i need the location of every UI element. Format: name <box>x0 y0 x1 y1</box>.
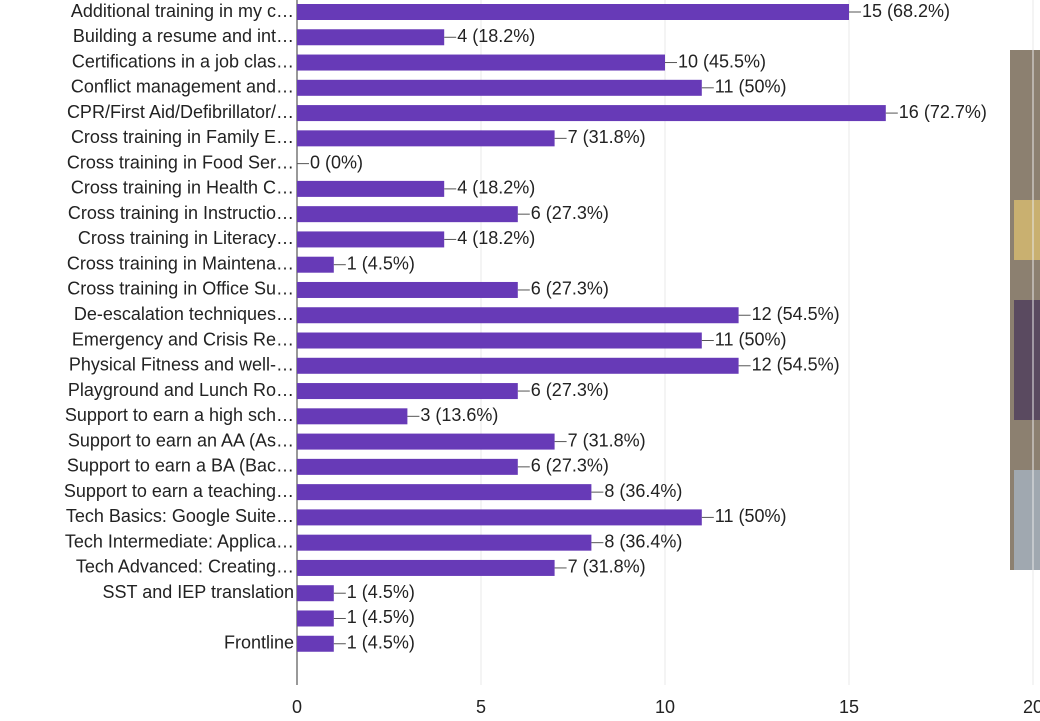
value-label: 16 (72.7%) <box>899 102 987 122</box>
y-tick-label: Additional training in my c… <box>71 1 294 21</box>
bar <box>297 535 591 551</box>
y-tick-label: Playground and Lunch Ro… <box>68 380 294 400</box>
y-tick-label: Support to earn a high sch… <box>65 405 294 425</box>
y-tick-label: CPR/First Aid/Defibrillator/… <box>67 102 294 122</box>
bar <box>297 408 407 424</box>
y-tick-label: Building a resume and int… <box>73 26 294 46</box>
value-label: 1 (4.5%) <box>347 253 415 273</box>
value-label: 8 (36.4%) <box>604 481 682 501</box>
bar <box>297 509 702 525</box>
chart: 0 5 10 15 20 Additional training in my c… 15 (… <box>0 0 1040 721</box>
bar <box>297 130 555 146</box>
bar <box>297 29 444 45</box>
y-tick-label: Cross training in Instructio… <box>68 203 294 223</box>
value-label: 6 (27.3%) <box>531 279 609 299</box>
y-tick-label: Cross training in Family E… <box>71 127 294 147</box>
value-label: 15 (68.2%) <box>862 1 950 21</box>
y-tick-label: Support to earn a teaching… <box>64 481 294 501</box>
value-label: 12 (54.5%) <box>752 304 840 324</box>
bar <box>297 434 555 450</box>
value-label: 12 (54.5%) <box>752 355 840 375</box>
bar <box>297 4 849 20</box>
y-tick-label: Cross training in Health C… <box>71 178 294 198</box>
y-tick-label: Tech Basics: Google Suite… <box>66 506 294 526</box>
value-label: 4 (18.2%) <box>457 26 535 46</box>
value-label: 6 (27.3%) <box>531 203 609 223</box>
value-label: 7 (31.8%) <box>568 430 646 450</box>
x-tick-label: 20 <box>1023 697 1040 717</box>
x-tick-label: 0 <box>292 697 302 717</box>
bar <box>297 459 518 475</box>
bar <box>297 333 702 349</box>
photo-detail <box>1014 300 1040 420</box>
value-label: 11 (50%) <box>715 77 787 97</box>
value-label: 11 (50%) <box>715 329 787 349</box>
bar <box>297 307 739 323</box>
y-tick-label: SST and IEP translation <box>103 582 294 602</box>
y-tick-label: Frontline <box>224 633 294 653</box>
value-label: 10 (45.5%) <box>678 51 766 71</box>
value-label: 11 (50%) <box>715 506 787 526</box>
y-tick-label: Support to earn an AA (As… <box>68 430 294 450</box>
value-label: 8 (36.4%) <box>604 531 682 551</box>
page: {"chart_data": {"type": "bar", "orientat… <box>0 0 1040 721</box>
bar <box>297 358 739 374</box>
photo-detail <box>1014 200 1040 260</box>
bar <box>297 231 444 247</box>
bar <box>297 636 334 652</box>
value-label: 1 (4.5%) <box>347 582 415 602</box>
value-label: 7 (31.8%) <box>568 557 646 577</box>
y-tick-label: Physical Fitness and well-… <box>69 355 294 375</box>
y-tick-label: Cross training in Maintena… <box>67 253 294 273</box>
y-tick-label: Tech Intermediate: Applica… <box>65 531 294 551</box>
y-tick-label: De-escalation techniques… <box>74 304 294 324</box>
y-tick-label: Tech Advanced: Creating… <box>76 557 294 577</box>
y-tick-label: Emergency and Crisis Re… <box>72 329 294 349</box>
y-tick-label: Certifications in a job clas… <box>72 51 294 71</box>
y-tick-label: Support to earn a BA (Bac… <box>67 456 294 476</box>
value-label: 1 (4.5%) <box>347 607 415 627</box>
bar <box>297 282 518 298</box>
value-label: 1 (4.5%) <box>347 633 415 653</box>
bar <box>297 105 886 121</box>
photo-detail <box>1014 470 1040 570</box>
bar <box>297 55 665 71</box>
bar <box>297 257 334 273</box>
bar <box>297 206 518 222</box>
value-label: 3 (13.6%) <box>420 405 498 425</box>
x-tick-label: 5 <box>476 697 486 717</box>
value-label: 4 (18.2%) <box>457 228 535 248</box>
bar <box>297 181 444 197</box>
y-tick-label: Cross training in Food Ser… <box>67 152 294 172</box>
x-tick-label: 10 <box>655 697 675 717</box>
bar <box>297 383 518 399</box>
y-tick-label: Conflict management and… <box>71 77 294 97</box>
x-tick-label: 15 <box>839 697 859 717</box>
value-label: 7 (31.8%) <box>568 127 646 147</box>
value-label: 6 (27.3%) <box>531 380 609 400</box>
value-label: 0 (0%) <box>310 152 363 172</box>
value-label: 6 (27.3%) <box>531 456 609 476</box>
bar <box>297 585 334 601</box>
bar <box>297 80 702 96</box>
y-tick-label: Cross training in Literacy… <box>78 228 294 248</box>
y-tick-label: Cross training in Office Su… <box>67 279 294 299</box>
bar <box>297 484 591 500</box>
bar <box>297 610 334 626</box>
value-label: 4 (18.2%) <box>457 178 535 198</box>
bar <box>297 560 555 576</box>
